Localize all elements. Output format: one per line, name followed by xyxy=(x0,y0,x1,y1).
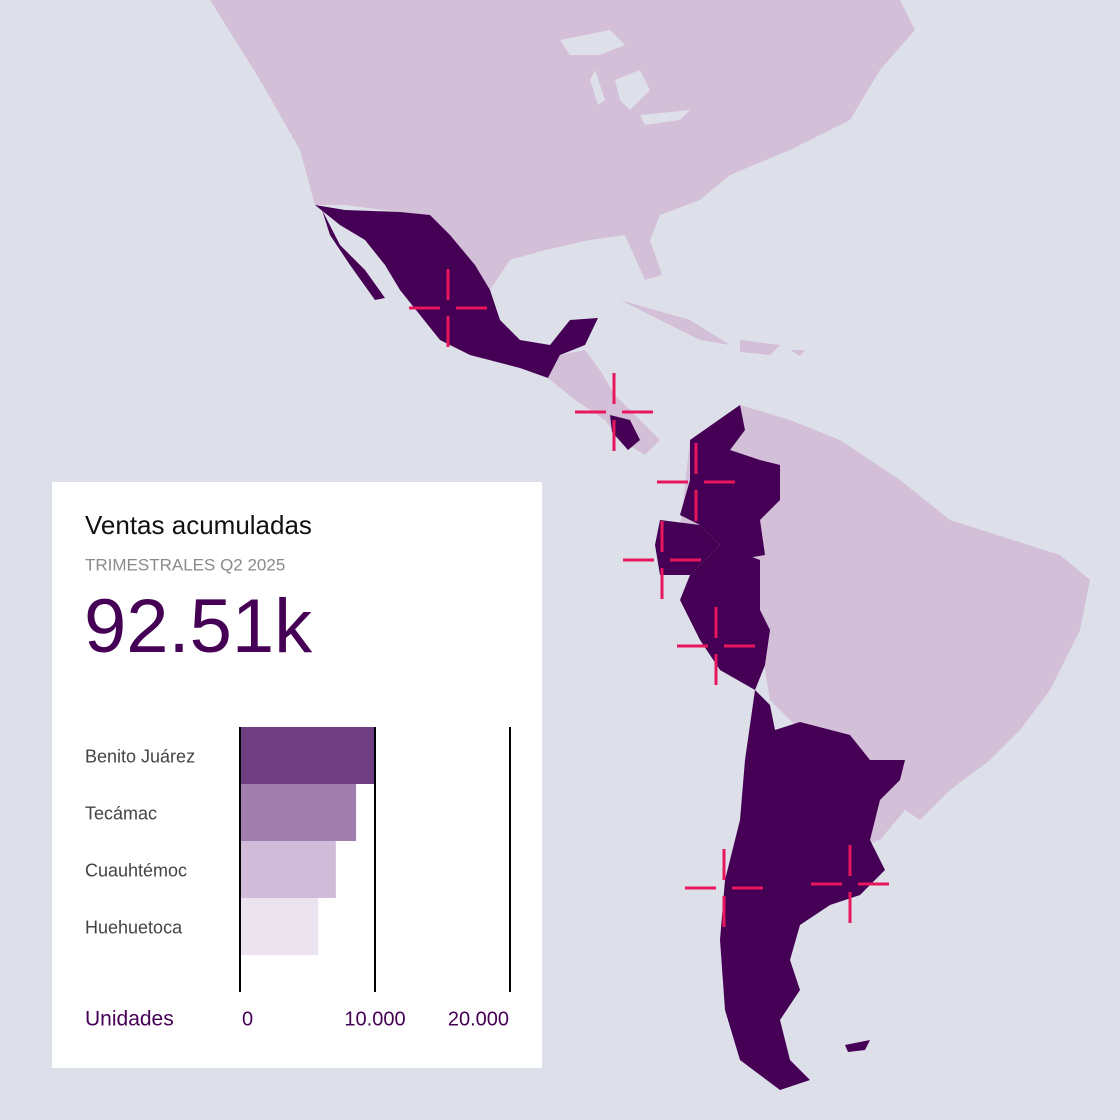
caribbean xyxy=(620,300,805,356)
x-tick-label: 0 xyxy=(242,1008,253,1030)
x-tick-label: 10.000 xyxy=(344,1008,405,1030)
crosshairs xyxy=(409,269,889,927)
category-label: Benito Juárez xyxy=(85,746,195,766)
x-axis-label: Unidades xyxy=(85,1008,174,1031)
bar xyxy=(240,841,336,898)
x-tick-label: 20.000 xyxy=(448,1008,509,1030)
south-america xyxy=(680,405,1090,850)
category-label: Cuauhtémoc xyxy=(85,860,187,880)
chile-argentina xyxy=(720,690,905,1090)
costa-rica xyxy=(610,415,640,450)
mexico xyxy=(315,205,598,378)
north-america xyxy=(210,0,915,290)
subtitle: TRIMESTRALES Q2 2025 xyxy=(85,555,285,574)
peru xyxy=(680,545,770,690)
great-lakes xyxy=(560,30,690,125)
title: Ventas acumuladas xyxy=(85,510,312,540)
bar xyxy=(240,898,319,955)
category-label: Tecámac xyxy=(85,803,157,823)
kpi: 92.51k xyxy=(84,584,313,669)
category-label: Huehuetoca xyxy=(85,917,183,937)
bar xyxy=(240,784,357,841)
bar xyxy=(240,727,375,784)
